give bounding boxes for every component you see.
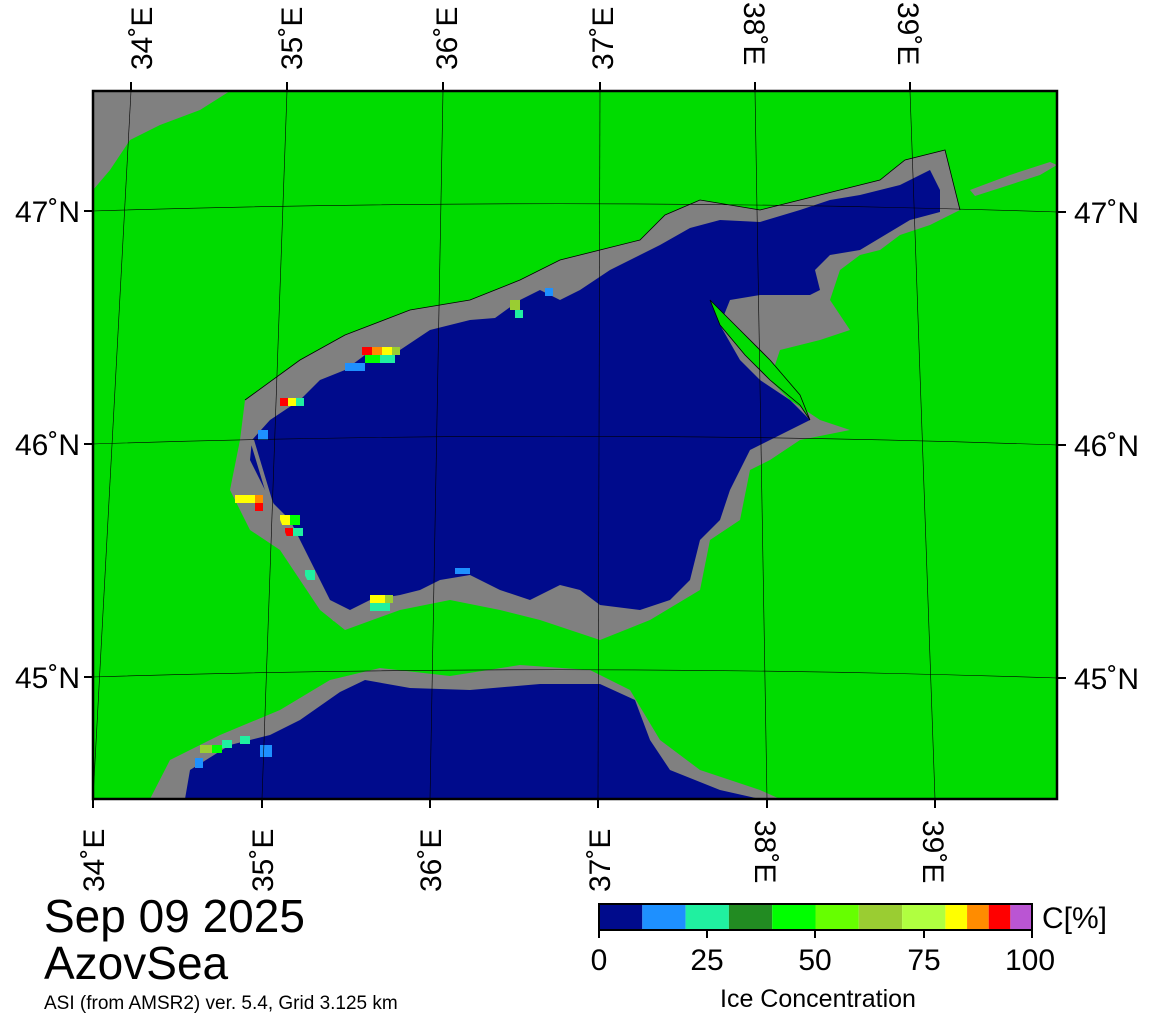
top-lon-label: 38˚E: [737, 2, 770, 65]
colorbar-tick-label: 50: [798, 944, 831, 977]
colorbar: [599, 904, 1032, 930]
sea-of-azov-water: [250, 170, 940, 610]
obytichna-spit: [709, 299, 811, 421]
bottom-lon-label: 37˚E: [584, 829, 617, 892]
bottom-lon-label: 39˚E: [916, 820, 949, 883]
top-lon-label: 34˚E: [126, 7, 159, 70]
colorbar-cell: [988, 904, 1011, 930]
left-lat-label: 45˚N: [15, 662, 80, 695]
bottom-lon-label: 35˚E: [247, 829, 280, 892]
bottom-lon-label: 34˚E: [78, 829, 111, 892]
colorbar-tick-label: 25: [690, 944, 723, 977]
colorbar-cell: [772, 904, 816, 930]
right-lat-label: 47˚N: [1074, 197, 1139, 230]
tick-marks: [84, 82, 1066, 808]
colorbar-cell: [728, 904, 773, 930]
colorbar-cell: [967, 904, 989, 930]
colorbar-tick-label: 0: [591, 944, 608, 977]
coastline: [244, 149, 961, 401]
ice-pixels: [195, 288, 553, 768]
colorbar-tick-label: 100: [1005, 944, 1055, 977]
colorbar-tick-label: 75: [907, 944, 940, 977]
colorbar-cell: [599, 904, 643, 930]
top-lon-label: 35˚E: [276, 7, 309, 70]
top-lon-label: 37˚E: [587, 7, 620, 70]
right-lat-label: 45˚N: [1074, 663, 1139, 696]
colorbar-cell: [1010, 904, 1032, 930]
colorbar-cell: [902, 904, 946, 930]
coastal-mask-east-lagoon: [970, 162, 1057, 196]
colorbar-cell: [642, 904, 686, 930]
right-lat-label: 46˚N: [1074, 430, 1139, 463]
left-lat-label: 46˚N: [15, 429, 80, 462]
graticule: [93, 91, 1057, 799]
bottom-lon-label: 36˚E: [415, 829, 448, 892]
top-lon-label: 39˚E: [891, 2, 924, 65]
colorbar-ticks: [598, 930, 1033, 938]
arabat-spit: [250, 439, 337, 622]
colorbar-title: Ice Concentration: [720, 985, 916, 1013]
map-area: [93, 91, 1057, 799]
colorbar-cell: [858, 904, 903, 930]
product-info: ASI (from AMSR2) ver. 5.4, Grid 3.125 km: [44, 993, 398, 1014]
left-lat-label: 47˚N: [15, 196, 80, 229]
map-region: AzovSea: [44, 937, 229, 989]
black-sea-water: [185, 680, 760, 799]
colorbar-unit: C[%]: [1042, 902, 1107, 935]
coastal-mask-west-bay: [93, 91, 230, 190]
colorbar-cell: [685, 904, 729, 930]
map-date: Sep 09 2025: [44, 890, 305, 942]
top-lon-label: 36˚E: [431, 7, 464, 70]
bottom-lon-label: 38˚E: [748, 820, 781, 883]
colorbar-cell: [945, 904, 968, 930]
colorbar-cell: [815, 904, 859, 930]
